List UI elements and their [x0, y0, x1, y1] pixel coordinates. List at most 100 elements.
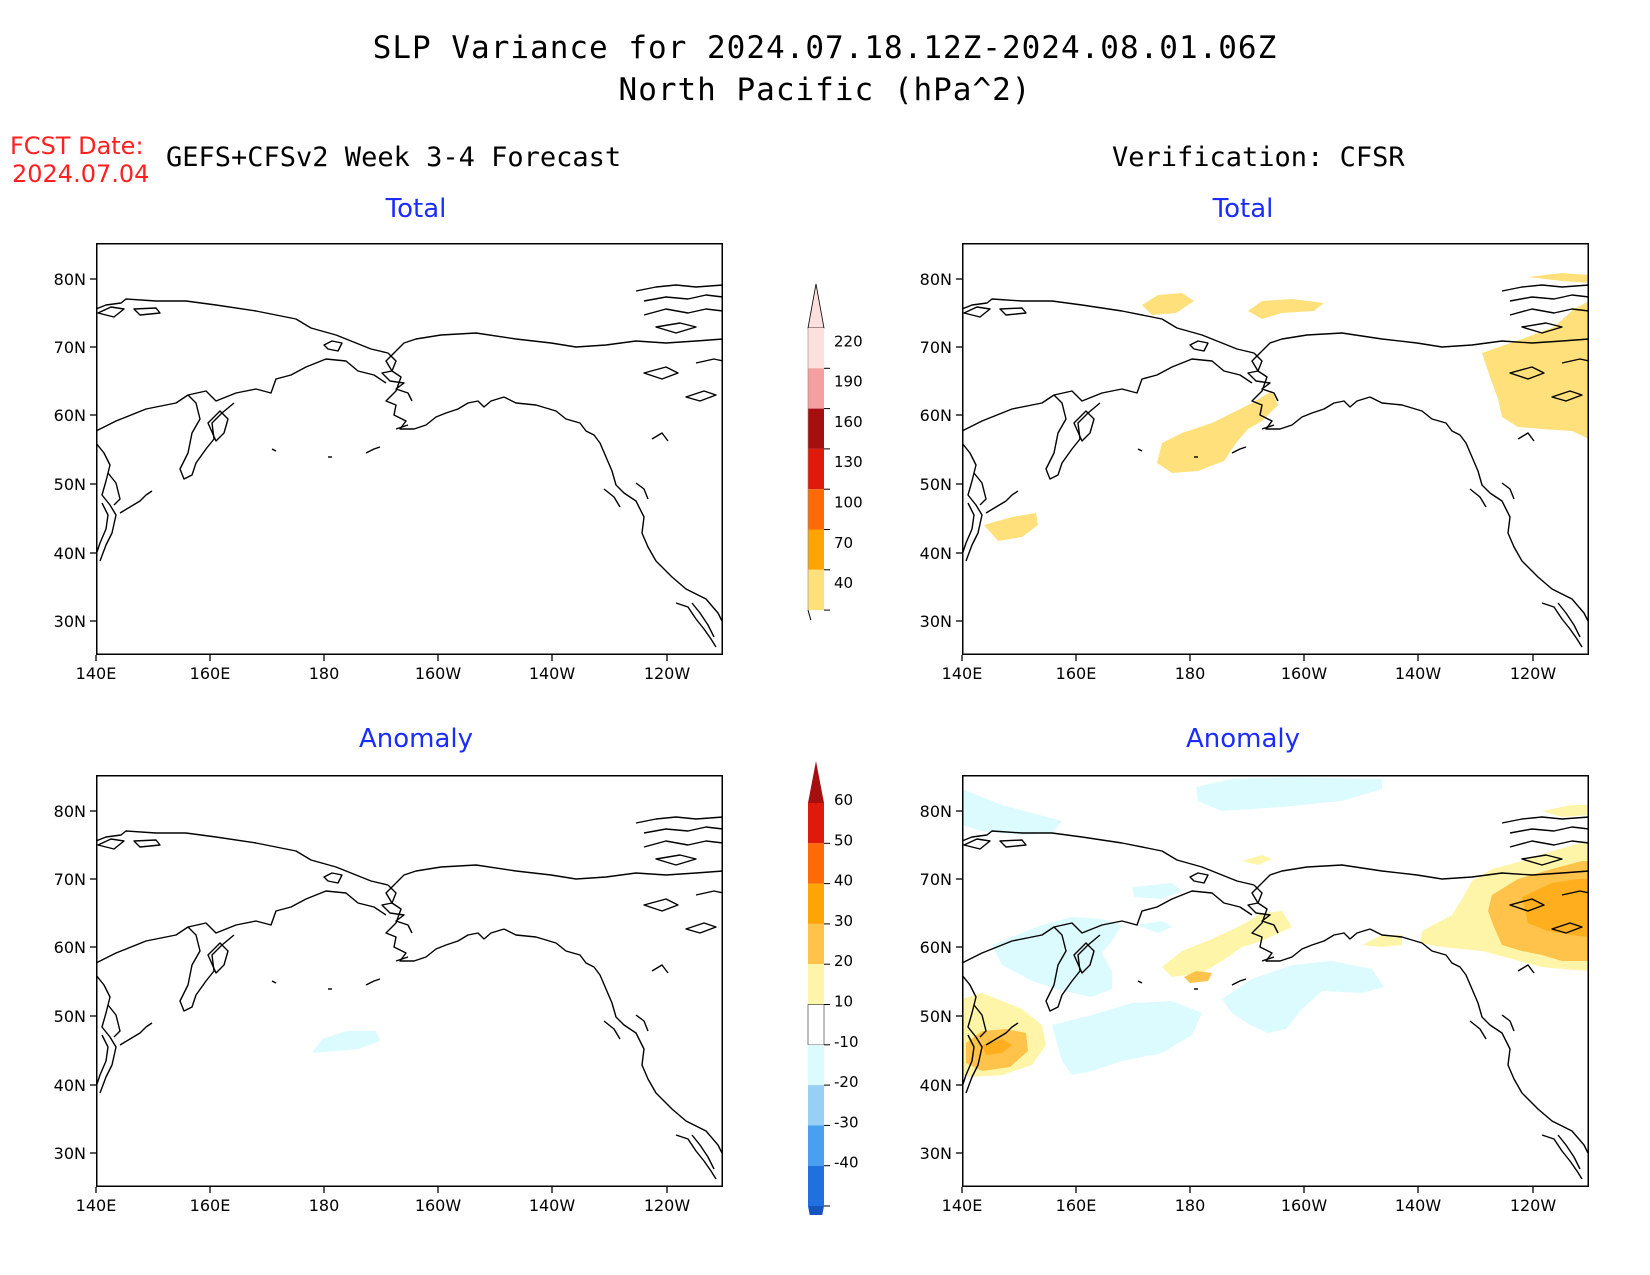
lat-label: 40N — [920, 544, 952, 563]
colorbar-box — [808, 328, 824, 369]
lat-label: 40N — [54, 544, 86, 563]
colorbar-label: 70 — [834, 534, 853, 552]
lon-label: 140W — [1395, 1196, 1442, 1215]
lon-label: 160W — [1281, 664, 1328, 683]
lat-label: 70N — [54, 338, 86, 357]
lon-label: 120W — [644, 1196, 691, 1215]
lat-label: 60N — [920, 938, 952, 957]
colorbar-box — [808, 964, 824, 1005]
colorbar-box — [808, 529, 824, 570]
lat-label: 40N — [920, 1076, 952, 1095]
variance-shading-40-70 — [984, 273, 1589, 541]
colorbar-label: -10 — [834, 1033, 859, 1051]
lon-label: 140W — [529, 664, 576, 683]
colorbar-box — [808, 923, 824, 965]
colorbar-label: 50 — [834, 831, 853, 849]
lat-label: 60N — [920, 406, 952, 425]
lat-label: 80N — [920, 270, 952, 289]
colorbar-box — [808, 1125, 824, 1166]
lat-label: 60N — [54, 406, 86, 425]
colorbar-box — [808, 803, 824, 844]
lon-label: 120W — [644, 664, 691, 683]
fcst-date-label: FCST Date: — [10, 132, 144, 160]
colorbar-box — [808, 1044, 824, 1086]
colorbar-label: 20 — [834, 952, 853, 970]
lon-label: 160E — [1056, 1196, 1097, 1215]
colorbar-label: 130 — [834, 453, 863, 471]
lat-label: 70N — [920, 338, 952, 357]
colorbar-box — [808, 408, 824, 449]
anomaly-shading-neg — [312, 1031, 380, 1053]
colorbar-label: 60 — [834, 791, 853, 809]
lat-label: 50N — [54, 475, 86, 494]
total-colorbar: 220 190 160 130 100 70 40 — [807, 283, 863, 620]
lon-label: 140E — [76, 664, 117, 683]
colorbar-box — [808, 883, 824, 924]
lon-label: 160W — [415, 664, 462, 683]
lat-label: 80N — [54, 802, 86, 821]
colorbar-label: -40 — [834, 1154, 859, 1172]
colorbar-label: 160 — [834, 413, 863, 431]
verification-anomaly-map — [962, 775, 1589, 1187]
verification-total-map — [962, 243, 1589, 655]
lon-label: 180 — [1175, 1196, 1206, 1215]
forecast-total-map — [96, 243, 723, 655]
colorbar-label: -30 — [834, 1113, 859, 1131]
lat-label: 30N — [54, 1144, 86, 1163]
colorbar-label: 40 — [834, 872, 853, 890]
colorbar-top-triangle — [807, 283, 825, 329]
lon-label: 160E — [190, 1196, 231, 1215]
anomaly-colorbar: 60 50 40 30 20 10 -10 -20 -30 -40 — [807, 761, 859, 1215]
forecast-subtitle: GEFS+CFSv2 Week 3-4 Forecast — [166, 142, 622, 173]
colorbar-box — [808, 1085, 824, 1126]
forecast-total-title: Total — [385, 194, 447, 224]
fcst-date-value: 2024.07.04 — [12, 160, 150, 188]
colorbar-box — [808, 489, 824, 530]
verification-subtitle: Verification: CFSR — [1112, 142, 1405, 173]
lon-label: 140W — [1395, 664, 1442, 683]
lon-label: 140W — [529, 1196, 576, 1215]
lat-label: 30N — [54, 612, 86, 631]
anomaly-shading-neg — [962, 777, 1384, 1075]
lat-label: 70N — [54, 870, 86, 889]
colorbar-bottom-triangle — [807, 609, 812, 620]
lat-label: 60N — [54, 938, 86, 957]
lat-label: 40N — [54, 1076, 86, 1095]
colorbar-label: 190 — [834, 373, 863, 391]
lat-label: 30N — [920, 612, 952, 631]
lon-label: 160E — [1056, 664, 1097, 683]
colorbar-box — [808, 569, 824, 611]
verification-total-title: Total — [1212, 194, 1274, 224]
lon-label: 160W — [415, 1196, 462, 1215]
colorbar-label: -20 — [834, 1073, 859, 1091]
colorbar-bottom-triangle — [808, 1206, 824, 1215]
colorbar-box — [808, 843, 824, 884]
colorbar-label: 30 — [834, 912, 853, 930]
lon-label: 120W — [1510, 1196, 1557, 1215]
verification-anomaly-title: Anomaly — [1185, 724, 1301, 754]
lon-label: 140E — [942, 664, 983, 683]
lon-label: 140E — [942, 1196, 983, 1215]
colorbar-box — [808, 368, 824, 409]
lat-label: 70N — [920, 870, 952, 889]
lon-label: 120W — [1510, 664, 1557, 683]
lon-label: 160W — [1281, 1196, 1328, 1215]
lat-label: 50N — [920, 1007, 952, 1026]
main-subtitle: North Pacific (hPa^2) — [618, 72, 1032, 108]
forecast-anomaly-map — [96, 775, 723, 1187]
lat-label: 30N — [920, 1144, 952, 1163]
lat-label: 50N — [920, 475, 952, 494]
lat-label: 80N — [54, 270, 86, 289]
colorbar-label: 10 — [834, 993, 853, 1011]
colorbar-label: 40 — [834, 574, 853, 592]
main-title: SLP Variance for 2024.07.18.12Z-2024.08.… — [372, 30, 1278, 66]
colorbar-label: 100 — [834, 494, 863, 512]
colorbar-label: 220 — [834, 332, 863, 350]
lon-label: 140E — [76, 1196, 117, 1215]
colorbar-box — [808, 448, 824, 490]
colorbar-box — [807, 1004, 825, 1046]
lon-label: 180 — [309, 664, 340, 683]
lon-label: 160E — [190, 664, 231, 683]
colorbar-box — [808, 1165, 824, 1206]
